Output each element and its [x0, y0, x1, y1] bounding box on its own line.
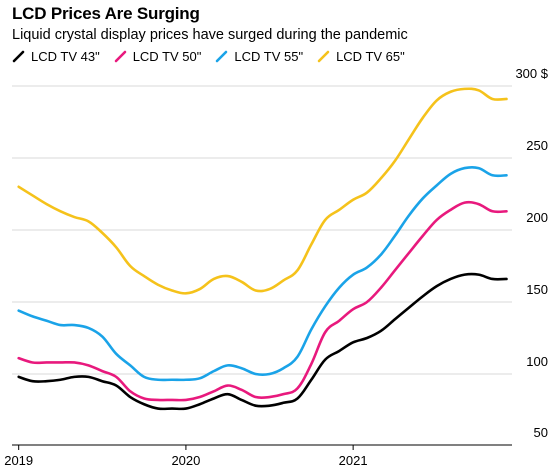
- chart-title: LCD Prices Are Surging: [12, 4, 200, 23]
- legend-item-lcd-tv-65: LCD TV 65": [317, 49, 405, 64]
- legend-label-lcd-tv-43: LCD TV 43": [31, 49, 100, 64]
- x-tick-label-2019: 2019: [4, 453, 33, 468]
- series-line-lcd-tv-43: [17, 272, 508, 411]
- x-tick-label-2020: 2020: [171, 453, 200, 468]
- y-tick-label-300: 300 $: [515, 66, 548, 81]
- legend-item-lcd-tv-43: LCD TV 43": [12, 49, 100, 64]
- y-tick-label-100: 100: [526, 354, 548, 369]
- y-tick-label-50: 50: [534, 425, 548, 440]
- y-tick-label-250: 250: [526, 138, 548, 153]
- chart-subtitle: Liquid crystal display prices have surge…: [12, 27, 408, 43]
- legend-swatch-lcd-tv-65: [317, 50, 330, 63]
- legend-item-lcd-tv-50: LCD TV 50": [114, 49, 202, 64]
- legend-swatch-lcd-tv-43: [12, 50, 25, 63]
- series-line-lcd-tv-50: [17, 200, 508, 402]
- legend-item-lcd-tv-55: LCD TV 55": [215, 49, 303, 64]
- y-tick-label-150: 150: [526, 282, 548, 297]
- series-line-lcd-tv-55: [17, 165, 508, 382]
- series-line-lcd-tv-65: [17, 87, 508, 295]
- legend-label-lcd-tv-65: LCD TV 65": [336, 49, 405, 64]
- chart-legend: LCD TV 43" LCD TV 50" LCD TV 55" LCD TV …: [12, 49, 419, 64]
- legend-swatch-lcd-tv-55: [216, 50, 228, 63]
- y-tick-label-200: 200: [526, 210, 548, 225]
- x-tick-label-2021: 2021: [339, 453, 368, 468]
- legend-label-lcd-tv-55: LCD TV 55": [234, 49, 304, 64]
- legend-swatch-lcd-tv-50: [114, 50, 126, 63]
- legend-label-lcd-tv-50: LCD TV 50": [132, 49, 202, 64]
